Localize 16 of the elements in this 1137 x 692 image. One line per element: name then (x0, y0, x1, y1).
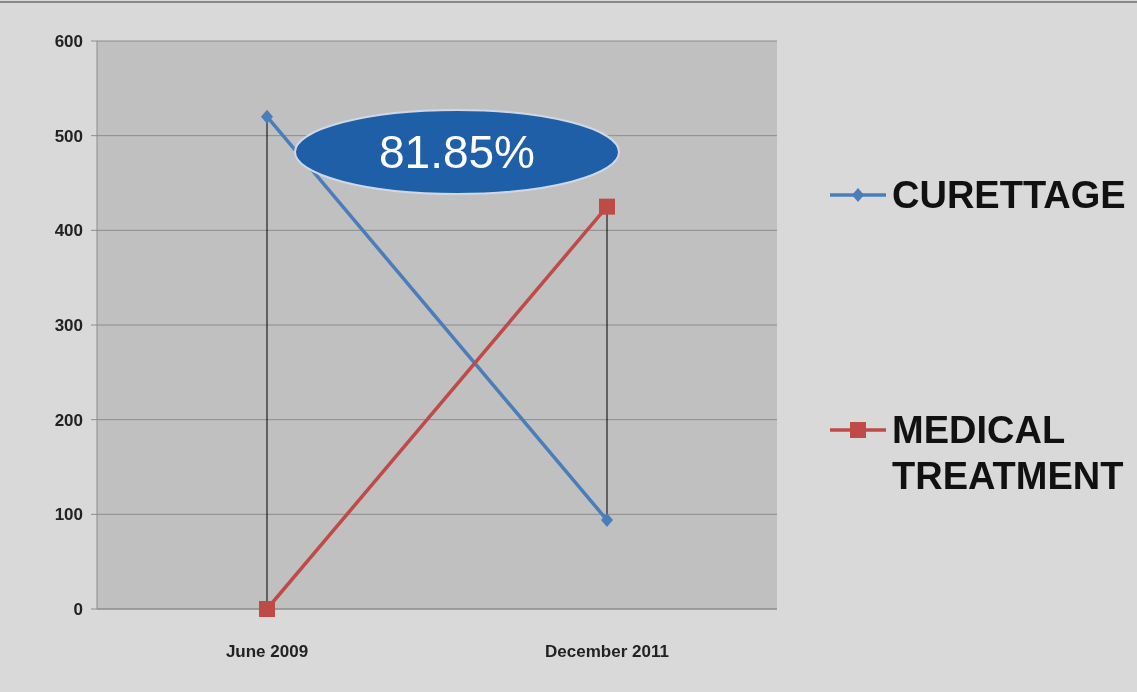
x-tick-label: December 2011 (545, 642, 669, 661)
point (601, 513, 613, 528)
y-tick-label: 600 (54, 31, 83, 51)
annotation: 81.85% (378, 126, 536, 179)
y-tick-label: 500 (54, 126, 83, 146)
y-tick-label: 100 (54, 505, 83, 525)
x-tick-label: June 2009 (225, 642, 309, 661)
y-tick-label: 0 (73, 599, 83, 619)
y-tick-label: 400 (54, 221, 83, 241)
y-tick-label: 200 (54, 410, 83, 430)
point (599, 198, 615, 215)
point (259, 601, 275, 617)
y-tick-label: 300 (54, 315, 83, 335)
legend-label: CURETTAGE (892, 174, 1126, 217)
point (261, 109, 273, 124)
legend-label: MEDICAL TREATMENT (892, 409, 1124, 497)
